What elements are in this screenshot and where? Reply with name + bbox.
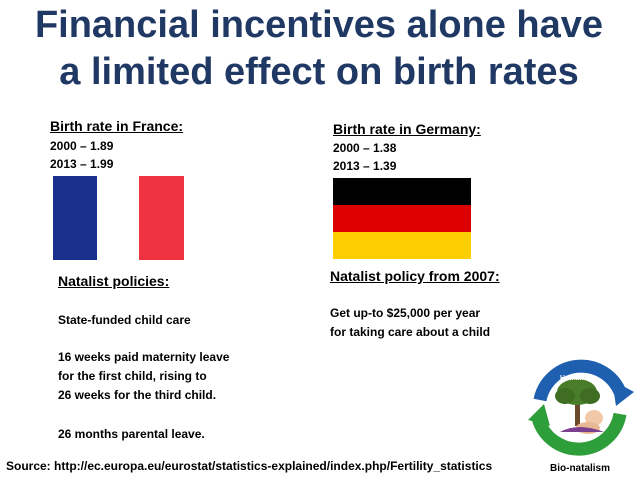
france-policy-maternity-3: 26 weeks for the third child. bbox=[58, 388, 217, 402]
france-policy-parental-leave: 26 months parental leave. bbox=[58, 427, 205, 441]
france-policy-childcare: State-funded child care bbox=[58, 313, 191, 327]
france-policy-maternity-2: for the first child, rising to bbox=[58, 369, 207, 383]
germany-flag-gold-stripe bbox=[333, 232, 471, 259]
tree-trunk-icon bbox=[575, 396, 580, 426]
logo-bio-natalism-text: Bio-natalism bbox=[550, 463, 610, 474]
blue-arrowhead-icon bbox=[612, 380, 634, 406]
germany-stat-2013: 2013 – 1.39 bbox=[333, 159, 397, 173]
logo-humanity-text: Humanity bbox=[560, 375, 592, 382]
germany-birth-rate-heading: Birth rate in Germany: bbox=[333, 121, 481, 137]
germany-policy-heading: Natalist policy from 2007: bbox=[330, 268, 500, 284]
baby-icon bbox=[585, 410, 603, 426]
france-stat-2013: 2013 – 1.99 bbox=[50, 157, 114, 171]
bio-natalism-logo-graphic: Humanity Bio-natalism bbox=[528, 359, 634, 474]
germany-flag bbox=[333, 178, 471, 259]
germany-flag-red-stripe bbox=[333, 205, 471, 232]
slide-title: Financial incentives alone have a limite… bbox=[0, 2, 638, 96]
blue-arrow-arc bbox=[533, 359, 626, 402]
green-arrowhead-icon bbox=[528, 404, 550, 426]
germany-flag-black-stripe bbox=[333, 178, 471, 205]
france-flag-red-stripe bbox=[139, 176, 184, 260]
france-stat-2000: 2000 – 1.89 bbox=[50, 139, 114, 153]
france-policy-maternity-1: 16 weeks paid maternity leave bbox=[58, 350, 230, 364]
germany-policy-line-2: for taking care about a child bbox=[330, 325, 491, 339]
germany-policy-line-1: Get up-to $25,000 per year bbox=[330, 306, 481, 320]
france-birth-rate-heading: Birth rate in France: bbox=[50, 118, 184, 134]
ground-icon bbox=[560, 427, 604, 432]
france-flag-blue-stripe bbox=[53, 176, 97, 260]
source-citation: Source: http://ec.europa.eu/eurostat/sta… bbox=[6, 459, 493, 473]
slide-title-line-2: a limited effect on birth rates bbox=[59, 51, 579, 93]
green-arrow-arc bbox=[531, 412, 627, 456]
bio-natalism-logo: Humanity Bio-natalism bbox=[520, 352, 638, 479]
france-policy-heading: Natalist policies: bbox=[58, 273, 170, 289]
germany-stat-2000: 2000 – 1.38 bbox=[333, 141, 397, 155]
slide-title-line-1: Financial incentives alone have bbox=[34, 4, 604, 46]
